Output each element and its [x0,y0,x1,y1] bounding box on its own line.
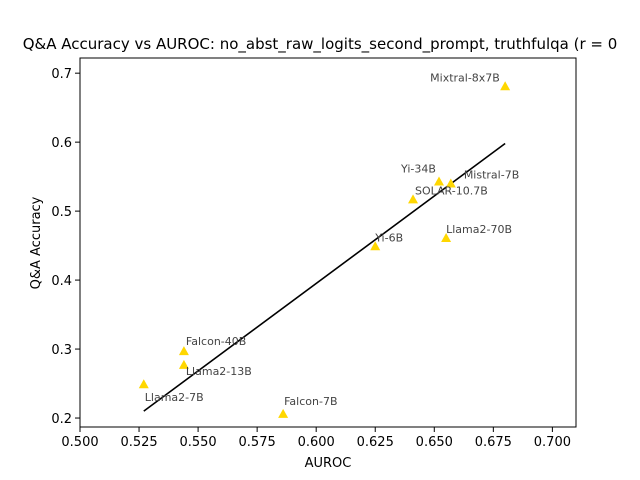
point-label: Falcon-7B [284,395,337,408]
plot-area: Mixtral-8x7B Yi-34B Mistral-7B SOLAR-10.7B L… [51,57,577,450]
y-tick-label: 0.5 [51,205,72,220]
y-tick-label: 0.3 [51,343,72,358]
point-label: Falcon-40B [186,335,246,348]
data-point [278,408,289,418]
point-label: Llama2-7B [145,391,204,404]
x-tick-label: 0.700 [534,435,571,450]
x-tick-label: 0.625 [357,435,394,450]
x-axis-title: AUROC [305,456,352,471]
x-tick-label: 0.600 [298,435,335,450]
y-tick-label: 0.6 [51,136,72,151]
chart-title: Q&A Accuracy vs AUROC: no_abst_raw_logit… [23,35,618,54]
x-tick-label: 0.500 [61,435,98,450]
x-tick-label: 0.650 [416,435,453,450]
data-point [441,233,452,243]
point-label: Llama2-70B [446,223,512,236]
data-point [138,379,149,389]
y-axis-title: Q&A Accuracy [29,196,44,289]
x-tick-label: 0.550 [179,435,216,450]
point-label: Yi-6B [374,231,403,244]
data-point [178,359,189,369]
y-tick-label: 0.4 [51,274,72,289]
point-label: Mixtral-8x7B [430,71,500,84]
y-tick-label: 0.7 [51,67,72,82]
data-point [500,81,511,91]
fit-line [143,142,506,412]
data-point [408,194,419,204]
point-label: SOLAR-10.7B [415,184,488,197]
y-tick-label: 0.2 [51,412,72,427]
data-point [370,241,381,251]
x-tick-label: 0.525 [120,435,157,450]
x-tick-label: 0.575 [239,435,276,450]
point-label: Llama2-13B [186,365,252,378]
data-point [178,346,189,356]
x-tick-label: 0.675 [475,435,512,450]
data-point [434,176,445,186]
point-label: Mistral-7B [464,169,519,182]
data-point [445,178,456,188]
plot-frame [79,57,577,428]
point-label: Yi-34B [400,162,436,175]
